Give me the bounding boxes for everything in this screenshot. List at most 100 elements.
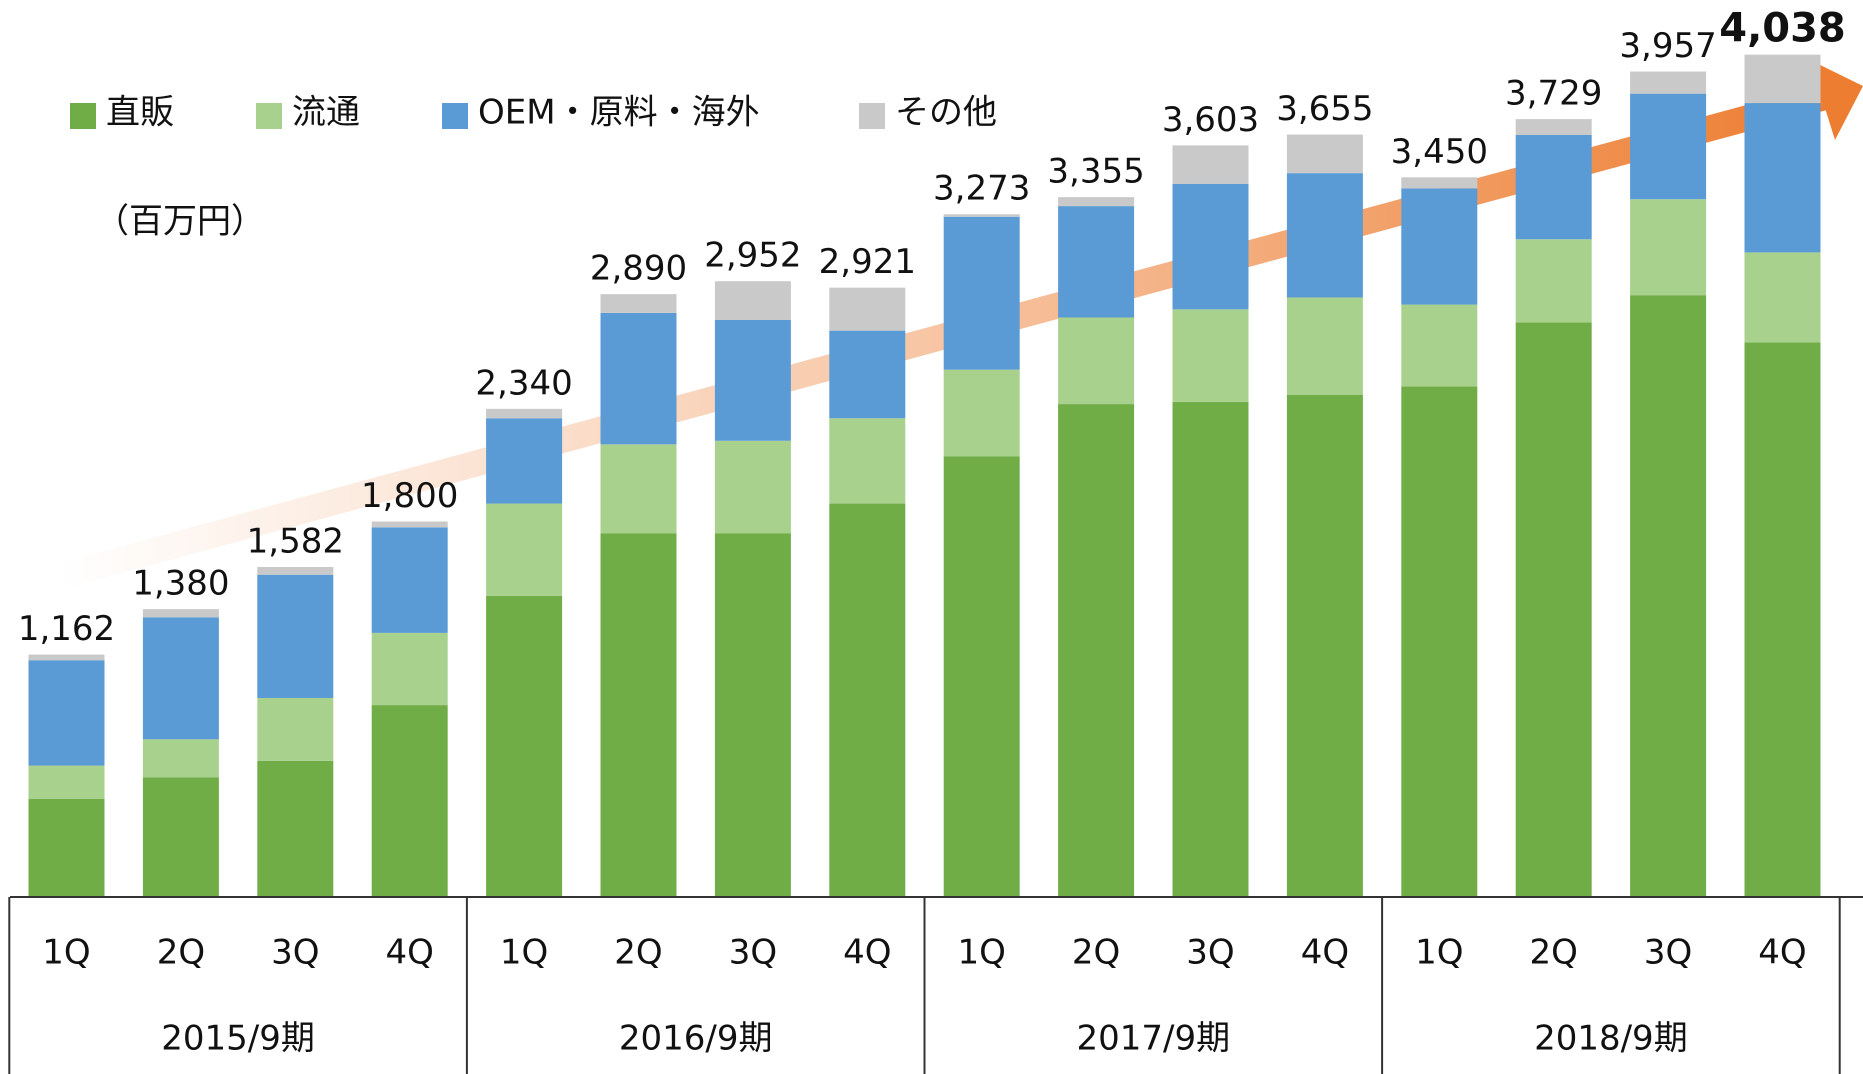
legend-swatch: [442, 103, 468, 129]
bar-segment: [257, 697, 334, 761]
bar-segment: [1744, 54, 1821, 104]
bar-segment: [1515, 239, 1592, 323]
x-tick-label: 4Q: [843, 933, 891, 973]
bar-segment: [1172, 401, 1249, 897]
total-label: 3,355: [1047, 152, 1144, 192]
bar-segment: [1401, 177, 1478, 189]
bar-segment: [1744, 252, 1821, 343]
legend-label: 流通: [292, 93, 360, 133]
bar-segment: [1515, 322, 1592, 897]
bar-segment: [714, 533, 791, 897]
bar-segment: [1058, 206, 1135, 318]
bar-segment: [1172, 183, 1249, 310]
bar-segment: [1401, 304, 1478, 387]
total-label: 3,603: [1162, 100, 1259, 140]
bar-segment: [829, 418, 906, 504]
bar-segment: [257, 760, 334, 897]
bar-segment: [486, 595, 563, 897]
x-tick-label: 2Q: [614, 933, 662, 973]
bar-segment: [1401, 188, 1478, 305]
bar-segment: [943, 214, 1020, 217]
total-label: 3,655: [1276, 89, 1373, 129]
bar-segment: [714, 440, 791, 534]
legend-swatch: [70, 103, 96, 129]
total-label: 1,582: [247, 521, 344, 561]
bar-segment: [1401, 386, 1478, 897]
total-label: 3,273: [933, 169, 1030, 209]
group-label: 2015/9期: [161, 1019, 315, 1059]
bar-segment: [600, 312, 677, 445]
group-label: 2018/9期: [1534, 1019, 1688, 1059]
legend-swatch: [859, 103, 885, 129]
total-label: 4,038: [1719, 6, 1846, 52]
bar-segment: [1515, 119, 1592, 135]
bar-segment: [1058, 317, 1135, 405]
bar-segment: [1286, 394, 1363, 897]
bar-segment: [829, 503, 906, 897]
bar-segment: [829, 287, 906, 331]
bar-segment: [1058, 197, 1135, 207]
legend-label: その他: [895, 93, 997, 133]
bar-segment: [600, 294, 677, 313]
total-label: 1,380: [132, 564, 229, 604]
x-tick-label: 2Q: [157, 933, 205, 973]
x-tick-label: 1Q: [42, 933, 90, 973]
total-label: 3,450: [1391, 132, 1488, 172]
bar-segment: [142, 617, 219, 740]
bar-segment: [28, 798, 105, 897]
bar-segment: [943, 456, 1020, 897]
x-tick-label: 3Q: [1644, 933, 1692, 973]
bar-segment: [1286, 134, 1363, 174]
bar-segment: [1515, 134, 1592, 240]
x-tick-label: 3Q: [271, 933, 319, 973]
total-label: 2,921: [819, 242, 916, 282]
x-tick-label: 4Q: [1301, 933, 1349, 973]
bar-segment: [1630, 199, 1707, 296]
total-label: 3,729: [1505, 74, 1602, 114]
unit-label: （百万円）: [95, 202, 265, 242]
bar-segment: [1286, 173, 1363, 298]
bar-segment: [371, 527, 448, 633]
bar-segment: [714, 281, 791, 320]
legend-label: 直販: [106, 93, 174, 133]
bar-segment: [257, 566, 334, 575]
total-label: 2,952: [704, 236, 801, 276]
bar-segment: [371, 705, 448, 897]
bar-segment: [1744, 342, 1821, 898]
bar-segment: [371, 632, 448, 706]
bar-segment: [142, 609, 219, 618]
bar-segment: [28, 654, 105, 661]
total-label: 1,800: [361, 476, 458, 516]
bar-segment: [1630, 93, 1707, 200]
bar-segment: [1630, 295, 1707, 898]
bar-segment: [371, 521, 448, 528]
bar-segment: [486, 418, 563, 504]
bar-segment: [28, 765, 105, 799]
legend-label: OEM・原料・海外: [478, 93, 760, 133]
bar-segment: [1286, 297, 1363, 395]
bar-segment: [486, 503, 563, 596]
x-tick-label: 3Q: [1186, 933, 1234, 973]
total-label: 1,162: [18, 609, 115, 649]
bar-segment: [943, 369, 1020, 457]
x-tick-label: 1Q: [1415, 933, 1463, 973]
x-tick-label: 4Q: [1758, 933, 1806, 973]
x-tick-label: 2Q: [1072, 933, 1120, 973]
x-tick-label: 1Q: [500, 933, 548, 973]
bar-segment: [943, 216, 1020, 370]
bar-segment: [142, 739, 219, 778]
bar-segment: [600, 533, 677, 897]
total-label: 2,890: [590, 249, 687, 289]
x-tick-label: 3Q: [729, 933, 777, 973]
bar-segment: [600, 444, 677, 534]
bar-segment: [714, 319, 791, 441]
group-label: 2016/9期: [619, 1019, 773, 1059]
bar-segment: [1630, 71, 1707, 94]
bar-segment: [829, 330, 906, 419]
x-tick-label: 1Q: [957, 933, 1005, 973]
group-label: 2017/9期: [1076, 1019, 1230, 1059]
bar-segment: [1172, 145, 1249, 184]
total-label: 3,957: [1619, 26, 1716, 66]
x-tick-label: 4Q: [385, 933, 433, 973]
